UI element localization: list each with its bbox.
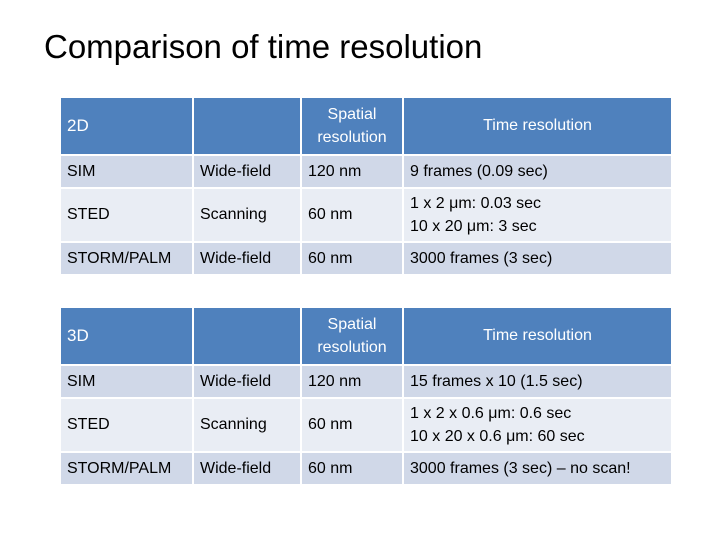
method-cell: STORM/PALM [61,242,194,276]
time-line: 1 x 2 x 0.6 μm: 0.6 sec [410,405,572,422]
time-line: 10 x 20 μm: 3 sec [410,218,537,235]
spatial-cell: 60 nm [301,398,404,453]
time-cell: 3000 frames (3 sec) – no scan! [403,452,671,486]
spatial-cell: 60 nm [301,452,404,486]
mode-cell: Wide-field [193,155,302,189]
header-spatial-resolution: Spatial resolution [301,308,404,366]
header-mode-cell [193,98,302,156]
slide-title: Comparison of time resolution [44,28,483,65]
mode-cell: Wide-field [193,242,302,276]
method-cell: SIM [61,365,194,399]
mode-cell: Wide-field [193,365,302,399]
spatial-cell: 120 nm [301,365,404,399]
table-row: STORM/PALM Wide-field 60 nm 3000 frames … [61,452,671,486]
table-row: STORM/PALM Wide-field 60 nm 3000 frames … [61,242,671,276]
mode-cell: Scanning [193,188,302,243]
method-cell: STED [61,188,194,243]
table-header-row: 3D Spatial resolution Time resolution [61,308,671,366]
spatial-cell: 60 nm [301,188,404,243]
header-spatial-resolution: Spatial resolution [301,98,404,156]
mode-cell: Scanning [193,398,302,453]
header-spatial-text: Spatial resolution [317,106,387,146]
dimension-label: 2D [61,98,194,156]
time-cell: 1 x 2 μm: 0.03 sec 10 x 20 μm: 3 sec [403,188,671,243]
table-row: SIM Wide-field 120 nm 9 frames (0.09 sec… [61,155,671,189]
header-time-resolution: Time resolution [403,98,671,156]
table-row: SIM Wide-field 120 nm 15 frames x 10 (1.… [61,365,671,399]
time-cell: 15 frames x 10 (1.5 sec) [403,365,671,399]
method-cell: STORM/PALM [61,452,194,486]
table-header-row: 2D Spatial resolution Time resolution [61,98,671,156]
spatial-cell: 120 nm [301,155,404,189]
time-cell: 3000 frames (3 sec) [403,242,671,276]
dimension-label: 3D [61,308,194,366]
table-row: STED Scanning 60 nm 1 x 2 x 0.6 μm: 0.6 … [61,398,671,453]
time-cell: 9 frames (0.09 sec) [403,155,671,189]
table-2d: 2D Spatial resolution Time resolution SI… [61,98,671,276]
time-cell: 1 x 2 x 0.6 μm: 0.6 sec 10 x 20 x 0.6 μm… [403,398,671,453]
time-line: 10 x 20 x 0.6 μm: 60 sec [410,428,585,445]
table-3d: 3D Spatial resolution Time resolution SI… [61,308,671,486]
header-spatial-text: Spatial resolution [317,316,387,356]
header-time-resolution: Time resolution [403,308,671,366]
method-cell: SIM [61,155,194,189]
header-mode-cell [193,308,302,366]
spatial-cell: 60 nm [301,242,404,276]
time-line: 1 x 2 μm: 0.03 sec [410,195,542,212]
table-row: STED Scanning 60 nm 1 x 2 μm: 0.03 sec 1… [61,188,671,243]
method-cell: STED [61,398,194,453]
mode-cell: Wide-field [193,452,302,486]
